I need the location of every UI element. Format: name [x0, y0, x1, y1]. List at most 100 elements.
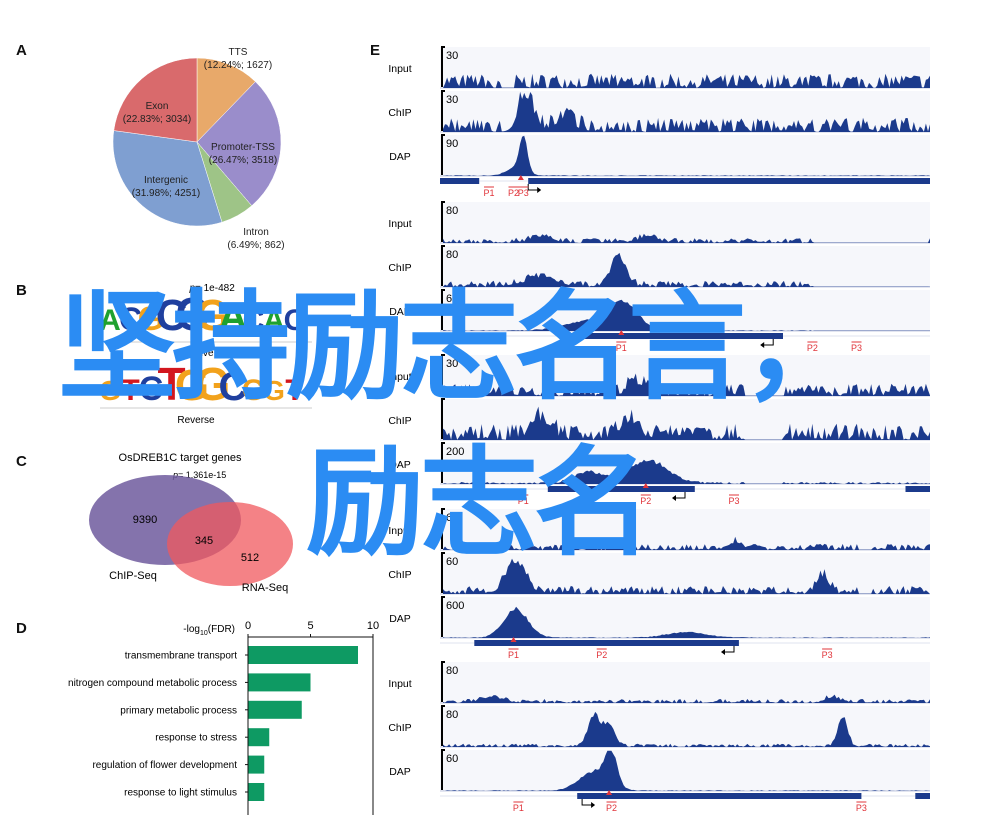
- track-scale-value: 60: [446, 753, 458, 765]
- track-scale-axis: [441, 552, 445, 593]
- track-background: [440, 509, 930, 550]
- pie-label-value: (31.98%; 4251): [132, 188, 200, 199]
- bar: [248, 646, 358, 664]
- panel-label-b: B: [16, 282, 27, 299]
- binding-site-marker: [606, 790, 613, 795]
- signal-chip: [443, 558, 930, 594]
- category-label: regulation of flower development: [92, 760, 237, 771]
- primer-label: P2: [508, 188, 519, 198]
- category-label: response to light stimulus: [124, 788, 237, 799]
- track-scale-value: 30: [446, 94, 458, 106]
- motif-letter: C: [243, 304, 265, 337]
- track-label-chip: ChIP: [388, 262, 411, 274]
- primer-label: P3: [728, 496, 739, 506]
- track-background: [440, 246, 930, 287]
- primer-label: P1: [616, 343, 627, 353]
- track-scale-axis: [441, 442, 445, 483]
- motif-p-label: p: [188, 283, 195, 294]
- tss-arrowhead-icon: [760, 342, 765, 348]
- track-label-input: Input: [388, 63, 411, 75]
- primer-label: P3: [851, 343, 862, 353]
- gene-model: [577, 793, 862, 799]
- track-background: [440, 706, 930, 747]
- gene-model: [562, 333, 783, 339]
- track-scale-axis: [441, 245, 445, 286]
- signal-chip: [443, 252, 930, 287]
- track-scale-axis: [441, 134, 445, 175]
- venn-left-name: ChIP-Seq: [109, 570, 157, 582]
- bar: [248, 673, 311, 692]
- genome-browser-tracks: OsRBCS31 kb30Input30ChIP90DAPP1P2P3OsNR2…: [388, 46, 930, 813]
- gene-model: [915, 793, 930, 799]
- tss-arrow-icon: [581, 799, 593, 806]
- motif-letter: C: [284, 304, 306, 337]
- category-label: transmembrane transport: [125, 651, 237, 662]
- tss-arrowhead-icon: [672, 495, 676, 501]
- gene-model: [528, 178, 930, 184]
- track-scale-value: 30: [446, 358, 458, 370]
- gene-model: [547, 486, 695, 492]
- track-label-input: Input: [388, 678, 411, 690]
- binding-site-marker: [517, 175, 524, 180]
- primer-label: P2: [606, 803, 617, 813]
- track-scale-value: 80: [446, 205, 458, 217]
- tss-arrow-icon: [724, 646, 735, 653]
- motif-letter: T: [121, 374, 139, 407]
- track-scale-value: 200: [446, 446, 464, 458]
- track-scale-value: 600: [446, 600, 464, 612]
- motif-letter: C: [156, 291, 188, 340]
- motif-letter: T: [157, 358, 185, 410]
- tss-arrow-icon: [675, 492, 686, 499]
- category-label: primary metabolic process: [120, 705, 237, 716]
- track-scale-axis: [441, 289, 445, 330]
- x-tick-label: 5: [307, 620, 313, 632]
- track-background: [440, 750, 930, 791]
- gene-block-osftl1: OsFTL11 kb80Input80ChIP60DAPP1P2P3: [388, 661, 930, 813]
- signal-input: [443, 233, 930, 243]
- motif-reverse-label: Reverse: [177, 415, 215, 426]
- signal-input: [443, 73, 930, 88]
- motif-letter: G: [263, 375, 285, 406]
- signal-input: [443, 694, 930, 703]
- x-tick-label: 0: [245, 620, 251, 632]
- motif-letter: T: [285, 374, 303, 407]
- motif-letter: A: [219, 295, 248, 339]
- tss-arrowhead-icon: [537, 187, 542, 193]
- primer-label: P1: [508, 650, 519, 660]
- tss-arrow-icon: [763, 339, 774, 346]
- track-scale-value: 80: [446, 709, 458, 721]
- track-scale-value: 80: [446, 249, 458, 261]
- pie-label-name: Promoter-TSS: [211, 142, 275, 153]
- pie-label-name: Exon: [146, 101, 169, 112]
- bar: [248, 783, 265, 801]
- primer-label: P1: [513, 803, 524, 813]
- track-label-chip: ChIP: [388, 415, 411, 427]
- motif-letter: A: [263, 304, 285, 337]
- primer-label: P2: [596, 650, 607, 660]
- motif-letter: C: [119, 301, 142, 337]
- go-bar-chart: -log10(FDR) 0 5 10 transmembrane transport…: [68, 620, 379, 815]
- primer-label: P1: [483, 188, 494, 198]
- bar: [248, 700, 302, 719]
- track-scale-axis: [441, 508, 445, 549]
- category-label: response to stress: [155, 733, 237, 744]
- track-scale-value: 60: [446, 556, 458, 568]
- venn-left-count: 9390: [133, 514, 157, 526]
- motif-letter: C: [139, 370, 164, 408]
- track-scale-axis: [441, 705, 445, 746]
- track-label-input: Input: [388, 218, 411, 230]
- signal-chip: [443, 406, 930, 440]
- motif-letter: G: [99, 375, 121, 406]
- motif-positive-label: Positive: [178, 348, 213, 359]
- track-scale-value: 90: [446, 138, 458, 150]
- motif-letter: G: [242, 374, 265, 407]
- motif-letter: C: [175, 288, 208, 340]
- motif-letter: G: [138, 300, 164, 338]
- track-scale-axis: [441, 90, 445, 131]
- binding-site-marker: [618, 330, 625, 335]
- track-background: [440, 443, 930, 484]
- track-scale-value: 80: [446, 665, 458, 677]
- track-background: [440, 662, 930, 703]
- venn-diagram: OsDREB1C target genes p = 1.361e-15 9390…: [89, 452, 293, 594]
- track-background: [440, 202, 930, 243]
